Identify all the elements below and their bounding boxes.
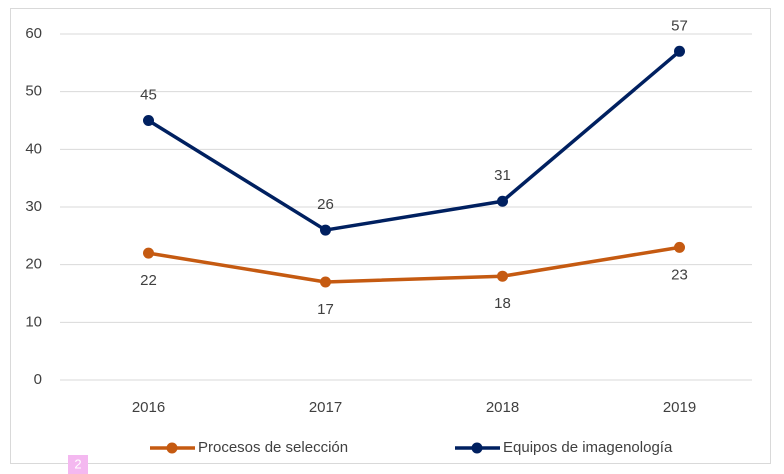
data-label: 18 — [494, 295, 511, 312]
data-point — [497, 270, 508, 282]
series-line — [147, 49, 681, 232]
data-label: 23 — [671, 266, 688, 283]
x-tick-label: 2017 — [309, 399, 342, 416]
x-tick-label: 2018 — [486, 399, 519, 416]
page-marker-text: 2 — [74, 456, 81, 471]
y-tick-label: 0 — [34, 371, 42, 388]
data-label: 45 — [140, 86, 157, 103]
data-label: 31 — [494, 167, 511, 184]
series-line — [148, 245, 680, 284]
data-label: 22 — [140, 272, 157, 289]
y-tick-label: 60 — [25, 25, 42, 42]
chart-border — [10, 8, 771, 464]
data-point — [674, 241, 685, 253]
data-point — [143, 247, 154, 259]
legend-marker — [471, 442, 483, 454]
y-tick-label: 40 — [25, 140, 42, 157]
legend-marker — [166, 442, 178, 454]
y-tick-label: 10 — [25, 313, 42, 330]
legend-label: Equipos de imagenología — [503, 439, 673, 456]
y-tick-label: 50 — [25, 83, 42, 100]
data-label: 57 — [671, 17, 688, 34]
legend-label: Procesos de selección — [198, 439, 348, 456]
data-point — [497, 195, 508, 207]
data-point — [320, 276, 331, 288]
y-tick-label: 20 — [25, 256, 42, 273]
data-label: 17 — [317, 301, 334, 318]
x-tick-label: 2016 — [132, 399, 165, 416]
data-point — [143, 115, 154, 126]
y-tick-label: 30 — [25, 198, 42, 215]
page-marker — [68, 455, 88, 474]
data-point — [674, 45, 685, 57]
data-label: 26 — [317, 196, 334, 213]
data-point — [320, 224, 331, 236]
x-tick-label: 2019 — [663, 399, 696, 416]
